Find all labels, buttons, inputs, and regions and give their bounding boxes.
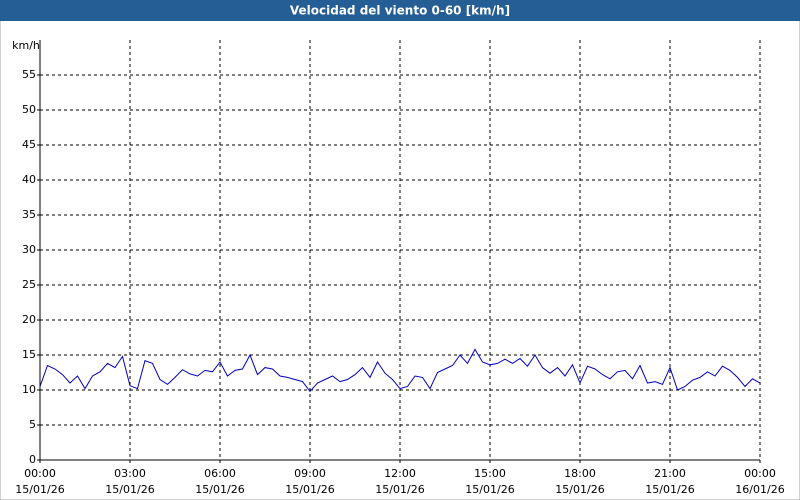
x-tick-date: 15/01/26 — [555, 483, 604, 496]
x-tick-date: 15/01/26 — [195, 483, 244, 496]
x-tick-label: 06:00 — [204, 467, 236, 480]
y-tick-label: 20 — [22, 313, 36, 326]
x-tick-label: 15:00 — [474, 467, 506, 480]
x-tick-label: 12:00 — [384, 467, 416, 480]
y-tick-label: 35 — [22, 208, 36, 221]
y-tick-label: 5 — [29, 418, 36, 431]
x-tick-label: 21:00 — [654, 467, 686, 480]
x-tick-date: 15/01/26 — [105, 483, 154, 496]
x-tick-label: 00:00 — [24, 467, 56, 480]
y-tick-label: 0 — [29, 453, 36, 466]
y-axis-label: km/h — [12, 39, 40, 52]
x-tick-date: 15/01/26 — [15, 483, 64, 496]
y-tick-label: 25 — [22, 278, 36, 291]
x-tick-label: 18:00 — [564, 467, 596, 480]
x-tick-date: 15/01/26 — [645, 483, 694, 496]
title-bar — [0, 0, 800, 21]
y-tick-label: 45 — [22, 138, 36, 151]
y-tick-label: 15 — [22, 348, 36, 361]
y-tick-label: 10 — [22, 383, 36, 396]
y-tick-label: 30 — [22, 243, 36, 256]
chart-title: Velocidad del viento 0-60 [km/h] — [290, 4, 510, 18]
y-tick-label: 55 — [22, 68, 36, 81]
x-tick-date: 15/01/26 — [375, 483, 424, 496]
data-line — [39, 348, 761, 393]
x-tick-label: 00:00 — [744, 467, 776, 480]
x-tick-date: 15/01/26 — [465, 483, 514, 496]
x-tick-label: 03:00 — [114, 467, 146, 480]
x-tick-date: 15/01/26 — [285, 483, 334, 496]
y-tick-label: 40 — [22, 173, 36, 186]
y-tick-label: 50 — [22, 103, 36, 116]
x-tick-date: 16/01/26 — [735, 483, 784, 496]
x-tick-label: 09:00 — [294, 467, 326, 480]
